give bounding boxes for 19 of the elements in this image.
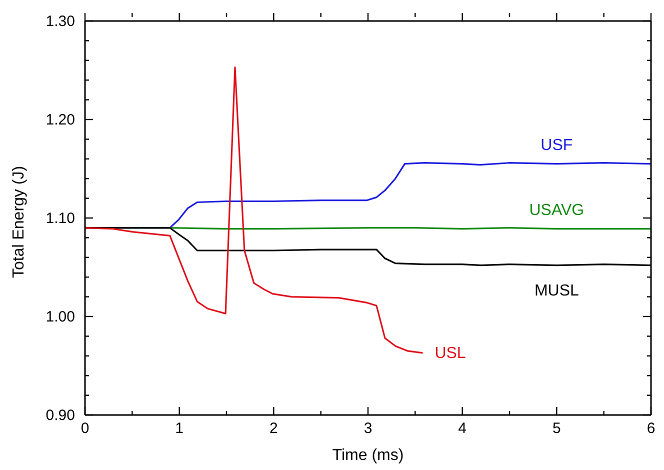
series-label: USF <box>540 136 573 154</box>
x-tick-label: 3 <box>364 420 372 437</box>
x-tick-label: 4 <box>458 420 467 437</box>
y-tick-label: 1.00 <box>46 308 75 326</box>
x-axis-title: Time (ms) <box>332 447 404 464</box>
x-tick-label: 5 <box>552 420 561 437</box>
series-label: USAVG <box>529 202 584 219</box>
y-tick-label: 0.90 <box>46 407 75 424</box>
x-tick-label: 2 <box>269 420 278 437</box>
y-axis-title: Total Energy (J) <box>10 166 28 278</box>
x-tick-label: 1 <box>175 420 184 437</box>
series-label: MUSL <box>534 282 579 300</box>
y-tick-label: 1.10 <box>46 210 75 227</box>
y-tick-label: 1.20 <box>46 112 75 128</box>
series-label: USL <box>434 344 466 362</box>
y-tick-label: 1.30 <box>46 13 75 30</box>
x-tick-label: 0 <box>80 420 90 437</box>
line-series <box>85 66 424 354</box>
x-tick-label: 6 <box>646 420 656 437</box>
